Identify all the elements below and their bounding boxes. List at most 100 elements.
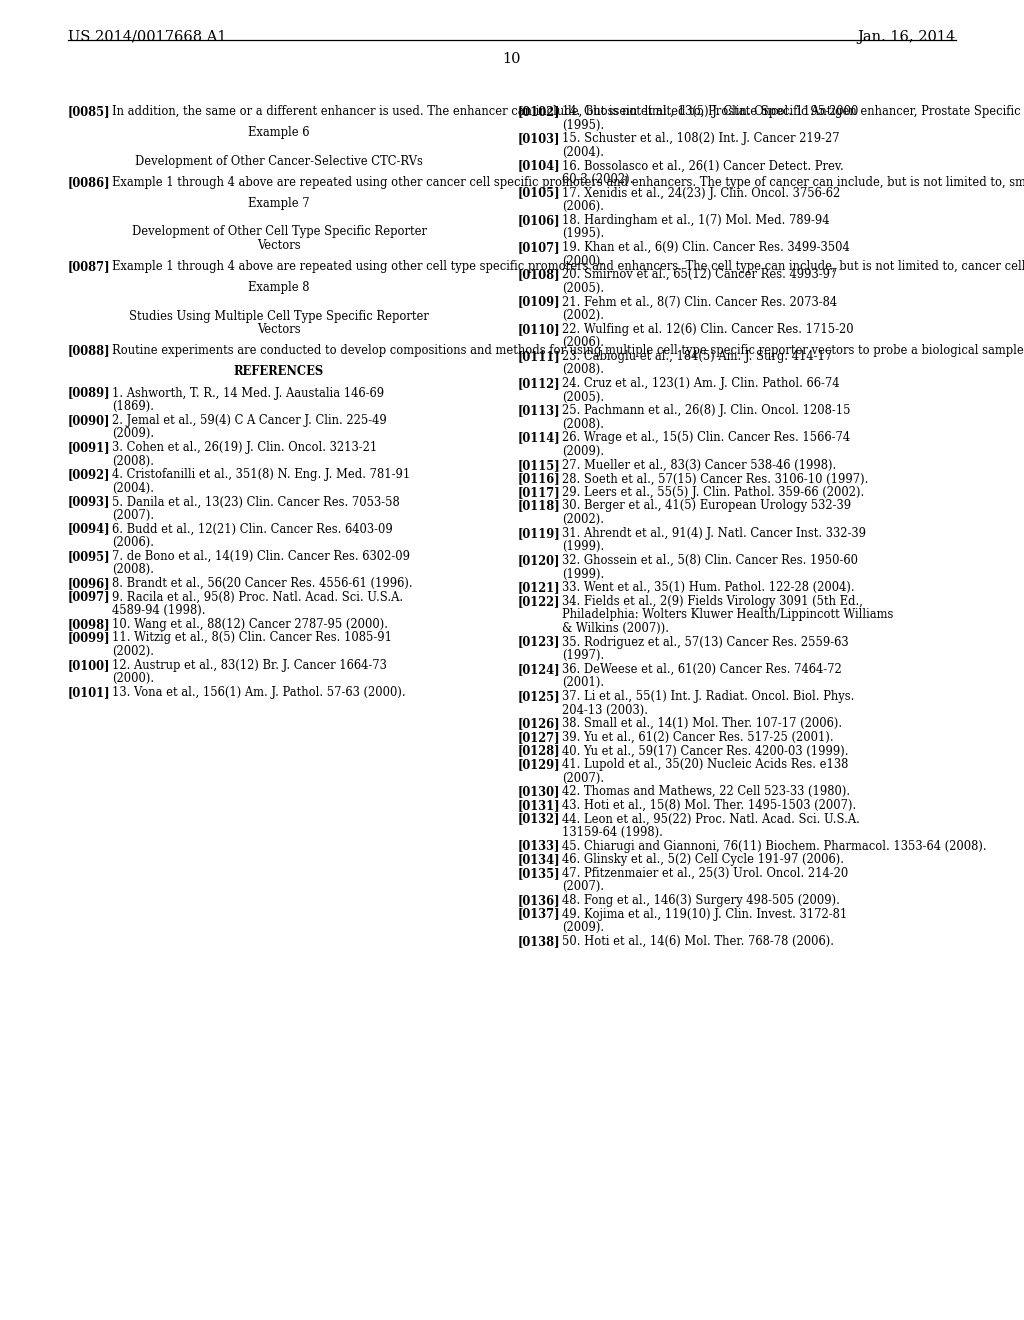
Text: [0119]: [0119]	[518, 527, 561, 540]
Text: (2007).: (2007).	[562, 771, 604, 784]
Text: 17. Xenidis et al., 24(23) J. Clin. Oncol. 3756-62: 17. Xenidis et al., 24(23) J. Clin. Onco…	[562, 186, 841, 199]
Text: (1999).: (1999).	[562, 540, 604, 553]
Text: REFERENCES: REFERENCES	[233, 366, 325, 379]
Text: 60-3 (2002).: 60-3 (2002).	[562, 173, 634, 186]
Text: [0095]: [0095]	[68, 550, 111, 562]
Text: 41. Lupold et al., 35(20) Nucleic Acids Res. e138: 41. Lupold et al., 35(20) Nucleic Acids …	[562, 758, 848, 771]
Text: [0102]: [0102]	[518, 106, 560, 117]
Text: [0101]: [0101]	[68, 686, 111, 698]
Text: [0123]: [0123]	[518, 635, 560, 648]
Text: [0120]: [0120]	[518, 554, 560, 566]
Text: [0088]: [0088]	[68, 345, 111, 358]
Text: [0129]: [0129]	[518, 758, 560, 771]
Text: [0136]: [0136]	[518, 894, 560, 907]
Text: 8. Brandt et al., 56(20 Cancer Res. 4556-61 (1996).: 8. Brandt et al., 56(20 Cancer Res. 4556…	[112, 577, 413, 590]
Text: [0105]: [0105]	[518, 186, 560, 199]
Text: (2001).: (2001).	[562, 676, 604, 689]
Text: 37. Li et al., 55(1) Int. J. Radiat. Oncol. Biol. Phys.: 37. Li et al., 55(1) Int. J. Radiat. Onc…	[562, 690, 854, 704]
Text: In addition, the same or a different enhancer is used. The enhancer can include,: In addition, the same or a different enh…	[112, 106, 1024, 117]
Text: (2009).: (2009).	[562, 921, 604, 935]
Text: 48. Fong et al., 146(3) Surgery 498-505 (2009).: 48. Fong et al., 146(3) Surgery 498-505 …	[562, 894, 840, 907]
Text: (1869).: (1869).	[112, 400, 154, 413]
Text: 15. Schuster et al., 108(2) Int. J. Cancer 219-27: 15. Schuster et al., 108(2) Int. J. Canc…	[562, 132, 840, 145]
Text: [0118]: [0118]	[518, 499, 561, 512]
Text: 7. de Bono et al., 14(19) Clin. Cancer Res. 6302-09: 7. de Bono et al., 14(19) Clin. Cancer R…	[112, 550, 410, 562]
Text: 27. Mueller et al., 83(3) Cancer 538-46 (1998).: 27. Mueller et al., 83(3) Cancer 538-46 …	[562, 458, 837, 471]
Text: [0106]: [0106]	[518, 214, 560, 227]
Text: [0126]: [0126]	[518, 717, 560, 730]
Text: Example 1 through 4 above are repeated using other cell type specific promoters : Example 1 through 4 above are repeated u…	[112, 260, 1024, 273]
Text: [0089]: [0089]	[68, 387, 111, 400]
Text: [0131]: [0131]	[518, 799, 560, 812]
Text: (2004).: (2004).	[112, 482, 154, 495]
Text: [0085]: [0085]	[68, 106, 111, 117]
Text: 26. Wrage et al., 15(5) Clin. Cancer Res. 1566-74: 26. Wrage et al., 15(5) Clin. Cancer Res…	[562, 432, 850, 445]
Text: [0086]: [0086]	[68, 176, 111, 189]
Text: 42. Thomas and Mathews, 22 Cell 523-33 (1980).: 42. Thomas and Mathews, 22 Cell 523-33 (…	[562, 785, 850, 799]
Text: 18. Hardingham et al., 1(7) Mol. Med. 789-94: 18. Hardingham et al., 1(7) Mol. Med. 78…	[562, 214, 829, 227]
Text: [0116]: [0116]	[518, 473, 561, 486]
Text: [0137]: [0137]	[518, 908, 560, 920]
Text: 24. Cruz et al., 123(1) Am. J. Clin. Pathol. 66-74: 24. Cruz et al., 123(1) Am. J. Clin. Pat…	[562, 378, 840, 389]
Text: 2. Jemal et al., 59(4) C A Cancer J. Clin. 225-49: 2. Jemal et al., 59(4) C A Cancer J. Cli…	[112, 413, 387, 426]
Text: (2000).: (2000).	[112, 672, 155, 685]
Text: [0107]: [0107]	[518, 242, 560, 253]
Text: 32. Ghossein et al., 5(8) Clin. Cancer Res. 1950-60: 32. Ghossein et al., 5(8) Clin. Cancer R…	[562, 554, 858, 566]
Text: (2008).: (2008).	[112, 564, 154, 577]
Text: Example 1 through 4 above are repeated using other cancer cell specific promoter: Example 1 through 4 above are repeated u…	[112, 176, 1024, 189]
Text: [0104]: [0104]	[518, 160, 560, 173]
Text: [0109]: [0109]	[518, 296, 560, 309]
Text: 9. Racila et al., 95(8) Proc. Natl. Acad. Sci. U.S.A.: 9. Racila et al., 95(8) Proc. Natl. Acad…	[112, 590, 403, 603]
Text: Studies Using Multiple Cell Type Specific Reporter: Studies Using Multiple Cell Type Specifi…	[129, 310, 429, 322]
Text: 12. Austrup et al., 83(12) Br. J. Cancer 1664-73: 12. Austrup et al., 83(12) Br. J. Cancer…	[112, 659, 387, 672]
Text: [0127]: [0127]	[518, 731, 560, 743]
Text: (2006).: (2006).	[112, 536, 154, 549]
Text: [0134]: [0134]	[518, 853, 560, 866]
Text: 4589-94 (1998).: 4589-94 (1998).	[112, 605, 206, 618]
Text: 14. Ghossein et al., 13(5) J. Clin. Oncol. 1195-2000: 14. Ghossein et al., 13(5) J. Clin. Onco…	[562, 106, 858, 117]
Text: 45. Chiarugi and Giannoni, 76(11) Biochem. Pharmacol. 1353-64 (2008).: 45. Chiarugi and Giannoni, 76(11) Bioche…	[562, 840, 987, 853]
Text: [0135]: [0135]	[518, 867, 560, 879]
Text: [0099]: [0099]	[68, 631, 111, 644]
Text: (2009).: (2009).	[112, 428, 155, 441]
Text: 38. Small et al., 14(1) Mol. Ther. 107-17 (2006).: 38. Small et al., 14(1) Mol. Ther. 107-1…	[562, 717, 842, 730]
Text: (2008).: (2008).	[112, 454, 154, 467]
Text: (2005).: (2005).	[562, 282, 604, 294]
Text: 22. Wulfing et al. 12(6) Clin. Cancer Res. 1715-20: 22. Wulfing et al. 12(6) Clin. Cancer Re…	[562, 322, 854, 335]
Text: (2004).: (2004).	[562, 145, 604, 158]
Text: [0112]: [0112]	[518, 378, 560, 389]
Text: Example 8: Example 8	[248, 281, 309, 294]
Text: 30. Berger et al., 41(5) European Urology 532-39: 30. Berger et al., 41(5) European Urolog…	[562, 499, 851, 512]
Text: Example 7: Example 7	[248, 197, 310, 210]
Text: 23. Cabioglu et al., 184(5) Am. J. Surg. 414-17: 23. Cabioglu et al., 184(5) Am. J. Surg.…	[562, 350, 833, 363]
Text: [0117]: [0117]	[518, 486, 561, 499]
Text: Philadelphia: Wolters Kluwer Health/Lippincott Williams: Philadelphia: Wolters Kluwer Health/Lipp…	[562, 609, 893, 622]
Text: [0125]: [0125]	[518, 690, 560, 704]
Text: [0138]: [0138]	[518, 935, 560, 948]
Text: (1997).: (1997).	[562, 649, 604, 663]
Text: [0133]: [0133]	[518, 840, 560, 853]
Text: 39. Yu et al., 61(2) Cancer Res. 517-25 (2001).: 39. Yu et al., 61(2) Cancer Res. 517-25 …	[562, 731, 834, 743]
Text: 50. Hoti et al., 14(6) Mol. Ther. 768-78 (2006).: 50. Hoti et al., 14(6) Mol. Ther. 768-78…	[562, 935, 834, 948]
Text: 11. Witzig et al., 8(5) Clin. Cancer Res. 1085-91: 11. Witzig et al., 8(5) Clin. Cancer Res…	[112, 631, 392, 644]
Text: 204-13 (2003).: 204-13 (2003).	[562, 704, 648, 717]
Text: 10. Wang et al., 88(12) Cancer 2787-95 (2000).: 10. Wang et al., 88(12) Cancer 2787-95 (…	[112, 618, 388, 631]
Text: [0091]: [0091]	[68, 441, 111, 454]
Text: [0094]: [0094]	[68, 523, 111, 536]
Text: (2009).: (2009).	[562, 445, 604, 458]
Text: (1995).: (1995).	[562, 119, 604, 132]
Text: [0122]: [0122]	[518, 595, 560, 607]
Text: 16. Bossolasco et al., 26(1) Cancer Detect. Prev.: 16. Bossolasco et al., 26(1) Cancer Dete…	[562, 160, 844, 173]
Text: [0087]: [0087]	[68, 260, 111, 273]
Text: [0128]: [0128]	[518, 744, 560, 758]
Text: 6. Budd et al., 12(21) Clin. Cancer Res. 6403-09: 6. Budd et al., 12(21) Clin. Cancer Res.…	[112, 523, 393, 536]
Text: [0130]: [0130]	[518, 785, 560, 799]
Text: (2002).: (2002).	[112, 645, 154, 659]
Text: [0098]: [0098]	[68, 618, 111, 631]
Text: 35. Rodriguez et al., 57(13) Cancer Res. 2559-63: 35. Rodriguez et al., 57(13) Cancer Res.…	[562, 635, 849, 648]
Text: & Wilkins (2007)).: & Wilkins (2007)).	[562, 622, 669, 635]
Text: (2007).: (2007).	[562, 880, 604, 894]
Text: (2008).: (2008).	[562, 363, 604, 376]
Text: [0103]: [0103]	[518, 132, 560, 145]
Text: [0100]: [0100]	[68, 659, 111, 672]
